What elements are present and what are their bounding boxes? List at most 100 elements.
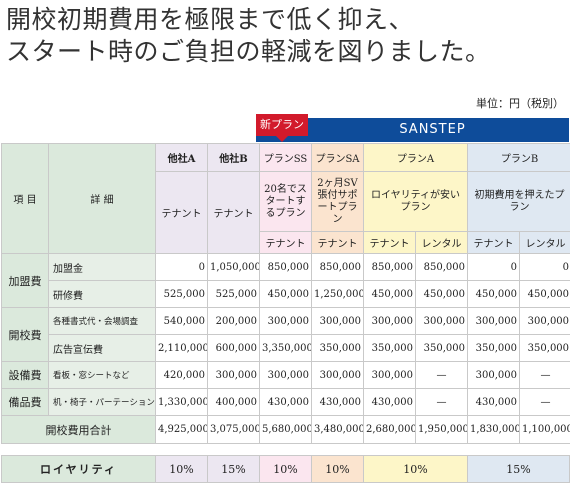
desc-plan-a: ロイヤリティが安いプラン: [362, 171, 469, 232]
cell-value: 450,000: [467, 280, 521, 308]
table-row: 加盟費 加盟金 0 1,050,000 850,000 850,000 850,…: [1, 253, 570, 308]
header-plan-sa: プランSA: [311, 143, 364, 172]
table-row: 広告宣伝費 2,110,000 600,000 3,350,000 350,00…: [2, 334, 570, 362]
cell-value: 3,075,000: [207, 415, 260, 444]
royalty-plan-sa: 10%: [311, 455, 364, 483]
row-label: 机・椅子・パーテーション: [48, 388, 156, 416]
header-plan-a: プランA: [362, 143, 469, 172]
royalty-table: ロイヤリティ 10% 15% 10% 10% 10% 15%: [1, 455, 570, 483]
headline-line-1: 開校初期費用を極限まで低く抑え、: [6, 5, 415, 34]
cell-value: 430,000: [259, 388, 312, 416]
cell-value: 300,000: [467, 307, 521, 335]
royalty-label: ロイヤリティ: [1, 455, 156, 483]
cell-value: 450,000: [414, 280, 469, 308]
group-kaikouhi: 開校費: [1, 307, 49, 362]
row-label: 各種書式代・会場調査: [48, 307, 156, 335]
cell-value: 300,000: [363, 307, 416, 335]
desc-other-b: テナント: [207, 171, 260, 254]
cell-value: —: [414, 361, 469, 389]
cell-value: 1,950,000: [414, 415, 469, 444]
desc-other-a: テナント: [155, 171, 208, 254]
cell-value: 450,000: [363, 280, 416, 308]
sub-a-tenant: テナント: [363, 231, 416, 254]
cell-value: 2,110,000: [155, 334, 208, 362]
cell-value: 525,000: [155, 280, 208, 308]
cell-value: 1,250,000: [311, 280, 364, 308]
royalty-other-a: 10%: [155, 455, 208, 483]
cell-value: 0: [155, 253, 208, 281]
cell-value: 420,000: [155, 361, 208, 389]
cell-value: 300,000: [207, 361, 260, 389]
row-label: 研修費: [48, 280, 156, 308]
royalty-plan-ss: 10%: [259, 455, 312, 483]
cell-value: 430,000: [311, 388, 364, 416]
cell-value: —: [519, 361, 570, 389]
royalty-plan-b: 15%: [467, 455, 570, 483]
cell-value: 540,000: [155, 307, 208, 335]
cell-value: 600,000: [207, 334, 260, 362]
header-other-b: 他社B: [207, 143, 260, 172]
new-plan-badge: 新プラン: [256, 114, 308, 142]
sub-b-tenant: テナント: [467, 231, 521, 254]
desc-plan-sa: 2ヶ月SV張付サポートプラン: [311, 171, 364, 232]
row-label: 加盟金: [48, 253, 156, 281]
cell-value: 0: [467, 253, 521, 281]
cell-value: 850,000: [311, 253, 364, 281]
cell-value: 4,925,000: [155, 415, 208, 444]
cell-value: 525,000: [207, 280, 260, 308]
sub-sa: テナント: [311, 231, 364, 254]
cell-value: 0: [519, 253, 570, 281]
header-plan-b: プランB: [467, 143, 570, 172]
cell-value: 300,000: [363, 361, 416, 389]
desc-plan-b: 初期費用を押えたプラン: [467, 171, 570, 232]
group-kameihi: 加盟費: [1, 253, 49, 308]
cell-value: 300,000: [259, 307, 312, 335]
cell-value: 5,680,000: [259, 415, 312, 444]
cell-value: 350,000: [414, 334, 469, 362]
total-row: 開校費用合計 4,925,000 3,075,000 5,680,000 3,4…: [1, 415, 570, 444]
unit-label: 単位：円（税別）: [476, 97, 564, 110]
cell-value: 300,000: [467, 361, 521, 389]
cell-value: 450,000: [519, 280, 570, 308]
cell-value: 3,350,000: [259, 334, 312, 362]
cell-value: 1,830,000: [467, 415, 521, 444]
sub-b-rental: レンタル: [519, 231, 570, 254]
cell-value: 300,000: [311, 307, 364, 335]
cell-value: 430,000: [363, 388, 416, 416]
cell-value: 350,000: [363, 334, 416, 362]
cell-value: 850,000: [363, 253, 416, 281]
row-label: 看板・窓シートなど: [48, 361, 156, 389]
cell-value: 300,000: [414, 307, 469, 335]
cell-value: 300,000: [519, 307, 570, 335]
group-bihinhi: 備品費: [1, 388, 49, 416]
cost-comparison-table: 項 目 詳 細 他社A 他社B プランSS プランSA プランA プランB テナ…: [1, 143, 570, 444]
cell-value: 300,000: [259, 361, 312, 389]
cell-value: 3,480,000: [311, 415, 364, 444]
cell-value: 850,000: [259, 253, 312, 281]
cell-value: —: [519, 388, 570, 416]
table-row: 設備費 看板・窓シートなど 420,000 300,000 300,000 30…: [1, 361, 570, 389]
cell-value: 1,330,000: [155, 388, 208, 416]
cell-value: 400,000: [207, 388, 260, 416]
table-row: 開校費 各種書式代・会場調査 540,000 200,000 300,000 3…: [1, 307, 570, 362]
cell-value: 430,000: [467, 388, 521, 416]
row-label: 広告宣伝費: [48, 334, 156, 362]
headline-line-2: スタート時のご負担の軽減を図りました。: [6, 37, 491, 66]
header-other-a: 他社A: [155, 143, 208, 172]
sanstep-header-bar: SANSTEP: [256, 118, 569, 142]
sub-a-rental: レンタル: [414, 231, 469, 254]
header-detail: 詳 細: [48, 143, 156, 254]
cell-value: 1,050,000: [207, 253, 260, 281]
header-plan-ss: プランSS: [259, 143, 312, 172]
group-setsubihi: 設備費: [1, 361, 49, 389]
cell-value: 2,680,000: [363, 415, 416, 444]
cell-value: 350,000: [311, 334, 364, 362]
desc-plan-ss: 20名でスタートするプラン: [259, 171, 312, 232]
header-item: 項 目: [1, 143, 49, 254]
headline: 開校初期費用を極限まで低く抑え、 スタート時のご負担の軽減を図りました。: [6, 4, 491, 68]
royalty-plan-a: 10%: [363, 455, 468, 483]
cell-value: 200,000: [207, 307, 260, 335]
cell-value: 1,100,000: [519, 415, 570, 444]
cell-value: 450,000: [259, 280, 312, 308]
sub-ss: テナント: [259, 231, 312, 254]
